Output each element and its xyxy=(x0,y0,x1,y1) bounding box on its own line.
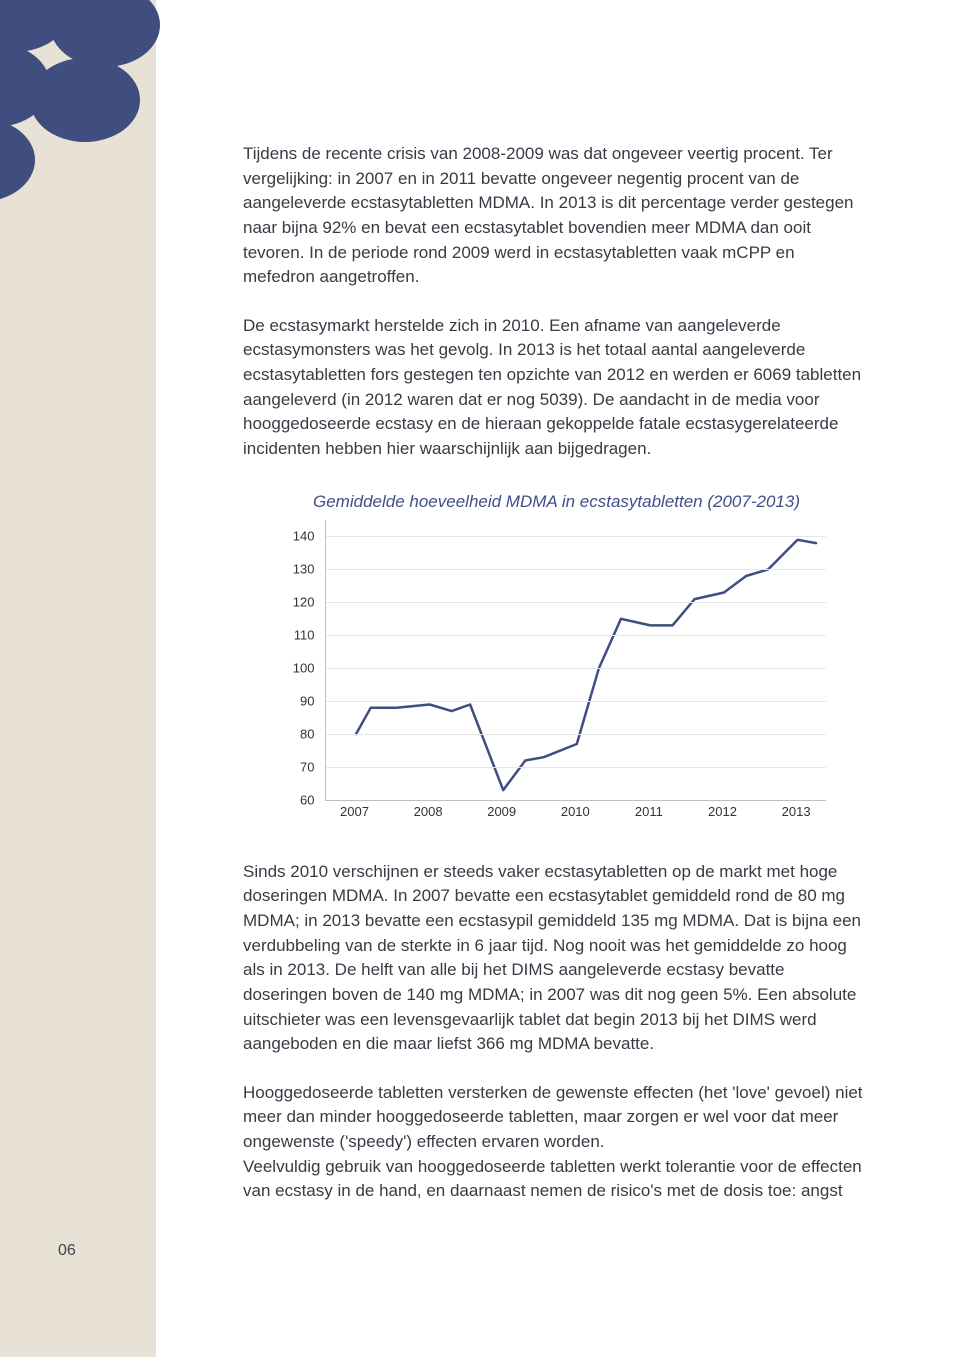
chart-gridline xyxy=(326,668,826,669)
chart-y-tick-label: 60 xyxy=(300,792,314,807)
chart-plot-area xyxy=(325,520,826,801)
chart-x-tick-label: 2007 xyxy=(340,804,369,819)
chart-gridline xyxy=(326,767,826,768)
chart-y-tick-label: 130 xyxy=(293,562,315,577)
chart-line-svg xyxy=(326,520,826,800)
chart-y-tick-label: 70 xyxy=(300,759,314,774)
chart-y-tick-label: 140 xyxy=(293,529,315,544)
main-content: Tijdens de recente crisis van 2008-2009 … xyxy=(243,142,870,1228)
paragraph-2: De ecstasymarkt herstelde zich in 2010. … xyxy=(243,314,870,462)
chart-y-tick-label: 90 xyxy=(300,693,314,708)
chart-y-tick-label: 120 xyxy=(293,595,315,610)
chart-x-tick-label: 2011 xyxy=(635,804,663,819)
page-number: 06 xyxy=(58,1242,76,1260)
chart-x-tick-label: 2010 xyxy=(561,804,590,819)
chart-x-tick-label: 2012 xyxy=(708,804,737,819)
chart-gridline xyxy=(326,734,826,735)
chart-x-tick-label: 2009 xyxy=(487,804,516,819)
chart-y-tick-label: 100 xyxy=(293,660,315,675)
paragraph-1: Tijdens de recente crisis van 2008-2009 … xyxy=(243,142,870,290)
chart-y-axis-labels: 60708090100110120130140 xyxy=(277,520,321,800)
chart-gridline xyxy=(326,635,826,636)
chart-gridline xyxy=(326,536,826,537)
paragraph-4: Hooggedoseerde tabletten versterken de g… xyxy=(243,1081,870,1204)
chart-gridline xyxy=(326,569,826,570)
chart-x-tick-label: 2008 xyxy=(414,804,443,819)
chart-x-tick-label: 2013 xyxy=(782,804,811,819)
chart-y-tick-label: 110 xyxy=(294,627,315,642)
chart-series-line xyxy=(356,539,816,789)
paragraph-3: Sinds 2010 verschijnen er steeds vaker e… xyxy=(243,860,870,1057)
mdma-line-chart: 60 70 80 90 100 110 120 130 140 2007 2008 2009 2010… xyxy=(277,520,837,820)
chart-x-axis-labels: 2007 2008 2009 2010 2011 2012 2013 xyxy=(325,804,825,824)
chart-title: Gemiddelde hoeveelheid MDMA in ecstasyta… xyxy=(243,492,870,512)
chart-gridline xyxy=(326,701,826,702)
chart-y-tick-label: 80 xyxy=(300,726,314,741)
chart-gridline xyxy=(326,602,826,603)
decor-bubbles xyxy=(0,0,220,230)
